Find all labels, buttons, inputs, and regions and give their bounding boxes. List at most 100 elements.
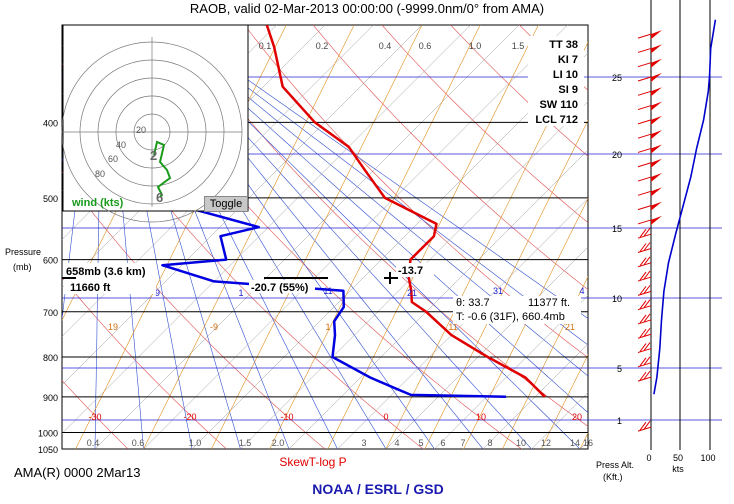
isotherm: [580, 25, 734, 449]
temp-readout: -13.7: [398, 265, 423, 277]
isotherm-label: 20: [572, 412, 582, 422]
pressure-axis-title: Pressure: [5, 247, 41, 257]
stability-indices: TT 38 KI 7 LI 10 SI 9 SW 110 LCL 712: [528, 36, 584, 126]
isotherm: [677, 25, 734, 449]
pressure-ticks: 400 500 600 700 800 900 1000 1050: [38, 118, 58, 455]
pressure-tick-label: 500: [43, 194, 58, 204]
mixing-ratio-top-label: 0.2: [316, 41, 329, 51]
height-label: 11660 ft: [70, 282, 111, 294]
hodograph-ring-label: 80: [95, 169, 105, 179]
mixing-ratio-bottom-label: 6: [440, 438, 445, 448]
station-line: AMA(R) 0000 2Mar13: [14, 465, 140, 480]
dry-adiabat: [0, 25, 30, 449]
index-li: LI 10: [553, 69, 578, 81]
moist-adiabat-label: 21: [407, 288, 417, 298]
wind-barb: [638, 371, 651, 381]
mixing-ratio-top-label: 0.1: [259, 41, 272, 51]
mixing-ratio-bottom-label: 4: [394, 438, 399, 448]
hodograph-point-label: 6: [156, 190, 163, 205]
pressure-tick-label: 800: [43, 353, 58, 363]
index-tt: TT 38: [549, 39, 578, 51]
mixing-ratio-bottom-label: 14: [570, 438, 580, 448]
isotherm-label: 0: [383, 412, 388, 422]
mixing-ratio-bottom-label: 12: [541, 438, 551, 448]
pressure-tick-label: 400: [43, 118, 58, 128]
speed-tick-label: 0: [646, 453, 651, 463]
mixing-ratio-bottom-label: 16: [583, 438, 593, 448]
isotherm: [629, 25, 734, 449]
mixing-ratio-mid-label: -9: [210, 322, 218, 332]
alt-tick-label: 20: [612, 150, 622, 160]
wind-barb: [638, 102, 662, 111]
mixing-ratio-mid-label: 19: [108, 322, 118, 332]
alt-tick-label: 1: [617, 416, 622, 426]
dewpoint-readout: -20.7 (55%): [251, 282, 309, 294]
mixing-ratio-bottom-label: 0.4: [87, 438, 100, 448]
index-sw: SW 110: [539, 99, 578, 111]
mixing-ratio-mid-label: 1: [325, 322, 330, 332]
isotherm: [0, 25, 34, 449]
hodograph-ring-label: 20: [136, 125, 146, 135]
credit-line: NOAA / ESRL / GSD: [312, 481, 443, 497]
wind-barb: [638, 257, 651, 267]
wind-barb: [638, 30, 662, 39]
mixing-ratio-bottom-label: 7: [460, 438, 465, 448]
wind-barb: [638, 300, 651, 310]
toggle-button[interactable]: Toggle: [204, 196, 248, 212]
isotherm-label: -20: [183, 412, 196, 422]
mixing-ratio-line: [580, 25, 734, 449]
cursor-altitude-readout: 11377 ft.: [528, 297, 570, 309]
mixing-ratio-bottom-label: 2.0: [272, 438, 285, 448]
wind-barb: [638, 314, 651, 324]
pressure-tick-label: 900: [43, 393, 58, 403]
alt-tick-label: 25: [612, 73, 622, 83]
wind-barb: [638, 59, 662, 68]
mixing-ratio-top-label: 0.6: [419, 41, 432, 51]
isotherm-label: 10: [476, 412, 486, 422]
hodograph-frame: [63, 25, 248, 211]
isotherm-label: -30: [88, 412, 101, 422]
wind-barb: [638, 243, 651, 253]
isotherm: [726, 25, 734, 449]
mixing-ratio-bottom-label: 10: [516, 438, 526, 448]
dry-adiabat: [726, 25, 734, 449]
mixing-ratio-bottom-label: 0.6: [132, 438, 145, 448]
pressure-tick-label: 600: [43, 256, 58, 266]
isotherm-label: -10: [280, 412, 293, 422]
pressure-tick-label: 1000: [38, 428, 58, 438]
mixing-ratio-top-label: 1.0: [469, 41, 482, 51]
wind-barb: [638, 130, 662, 139]
mixing-ratio-bottom-label: 5: [418, 438, 423, 448]
wind-barb: [638, 285, 651, 295]
wind-barb: [638, 202, 662, 211]
wind-barb: [638, 44, 662, 53]
wind-speed-trace: [654, 20, 716, 395]
moist-adiabat-label: 1: [238, 288, 243, 298]
speed-tick-label: 50: [673, 453, 683, 463]
wind-barb: [638, 271, 651, 281]
index-ki: KI 7: [558, 54, 578, 66]
index-lcl: LCL 712: [535, 114, 578, 126]
wind-barb: [638, 173, 662, 182]
index-si: SI 9: [558, 84, 578, 96]
wind-barb: [638, 87, 662, 96]
hodograph-wind-label: wind (kts): [71, 197, 124, 209]
mixing-ratio-top-label: 0.4: [379, 41, 392, 51]
wind-alt-axis-title: Press Alt.: [596, 460, 634, 470]
cursor-temp-readout: T: -0.6 (31F), 660.4mb: [456, 311, 565, 323]
pressure-tick-label: 700: [43, 308, 58, 318]
pressure-axis-unit: (mb): [13, 262, 32, 272]
pressure-tick-label: 1050: [38, 445, 58, 455]
chart-title: RAOB, valid 02-Mar-2013 00:00:00 (-9999.…: [190, 1, 544, 16]
wind-barb: [638, 357, 651, 367]
moist-adiabat-label: 4: [579, 286, 584, 296]
wind-barb: [638, 343, 651, 353]
wind-barb: [638, 73, 662, 82]
alt-tick-label: 5: [617, 364, 622, 374]
mixing-ratio-bottom-label: 3: [361, 438, 366, 448]
level-label: 658mb (3.6 km): [66, 266, 146, 278]
wind-barb: [638, 328, 651, 338]
